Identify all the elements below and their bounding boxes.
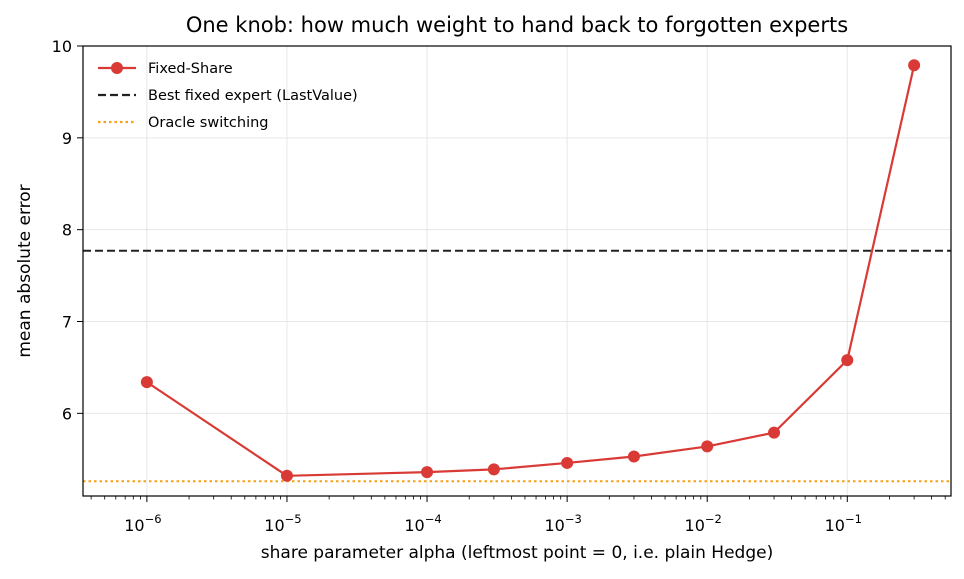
plot-frame [82,45,952,497]
x-tick-exponent: −1 [845,512,862,526]
x-tick-label: 10−2 [685,512,722,535]
y-tick-label: 10 [52,37,72,56]
y-tick-label: 6 [62,404,72,423]
y-axis: 6 7 8 9 10 [52,37,83,423]
legend-label-fixed-share: Fixed-Share [148,61,233,77]
y-axis-label: mean absolute error [15,184,35,357]
fixed-share-point [140,376,153,389]
y-tick-label: 9 [62,129,72,148]
x-tick-exponent: −5 [285,512,302,526]
legend-label-oracle: Oracle switching [148,115,269,131]
fixed-share-point [421,466,434,479]
x-tick-label: 10−5 [264,512,301,535]
x-tick-label: 10−1 [825,512,862,535]
fixed-share-point [280,469,293,482]
fixed-share-line [146,65,916,477]
y-tick-label: 8 [62,221,72,240]
x-tick-label: 10−3 [544,512,581,535]
x-tick-base: 10 [404,516,424,535]
legend-marker-fixed-share [111,62,123,74]
x-tick-label: 10−4 [404,512,441,535]
x-tick-exponent: −2 [705,512,722,526]
fixed-share-point [701,440,714,453]
x-tick-base: 10 [544,516,564,535]
x-axis: 10−6 10−5 10−4 10−3 10−2 10−1 [90,496,946,535]
x-tick-base: 10 [825,516,845,535]
grid-lines [83,45,951,496]
x-tick-base: 10 [124,516,144,535]
series-layer [140,59,921,482]
x-tick-base: 10 [264,516,284,535]
x-axis-label: share parameter alpha (leftmost point = … [261,543,773,563]
fixed-share-point [768,426,781,439]
fixed-share-point [908,59,921,72]
legend: Fixed-Share Best fixed expert (LastValue… [98,61,358,131]
fixed-share-point [627,450,640,463]
legend-label-best-fixed: Best fixed expert (LastValue) [148,88,358,104]
x-tick-exponent: −3 [565,512,582,526]
x-tick-label: 10−6 [124,512,161,535]
fixed-share-point [487,463,500,476]
fixed-share-point [561,456,574,469]
fixed-share-point [841,354,854,367]
reference-lines [83,249,951,483]
x-tick-exponent: −6 [145,512,162,526]
y-tick-label: 7 [62,313,72,332]
chart-title: One knob: how much weight to hand back t… [186,13,848,37]
x-tick-base: 10 [685,516,705,535]
x-tick-exponent: −4 [425,512,442,526]
